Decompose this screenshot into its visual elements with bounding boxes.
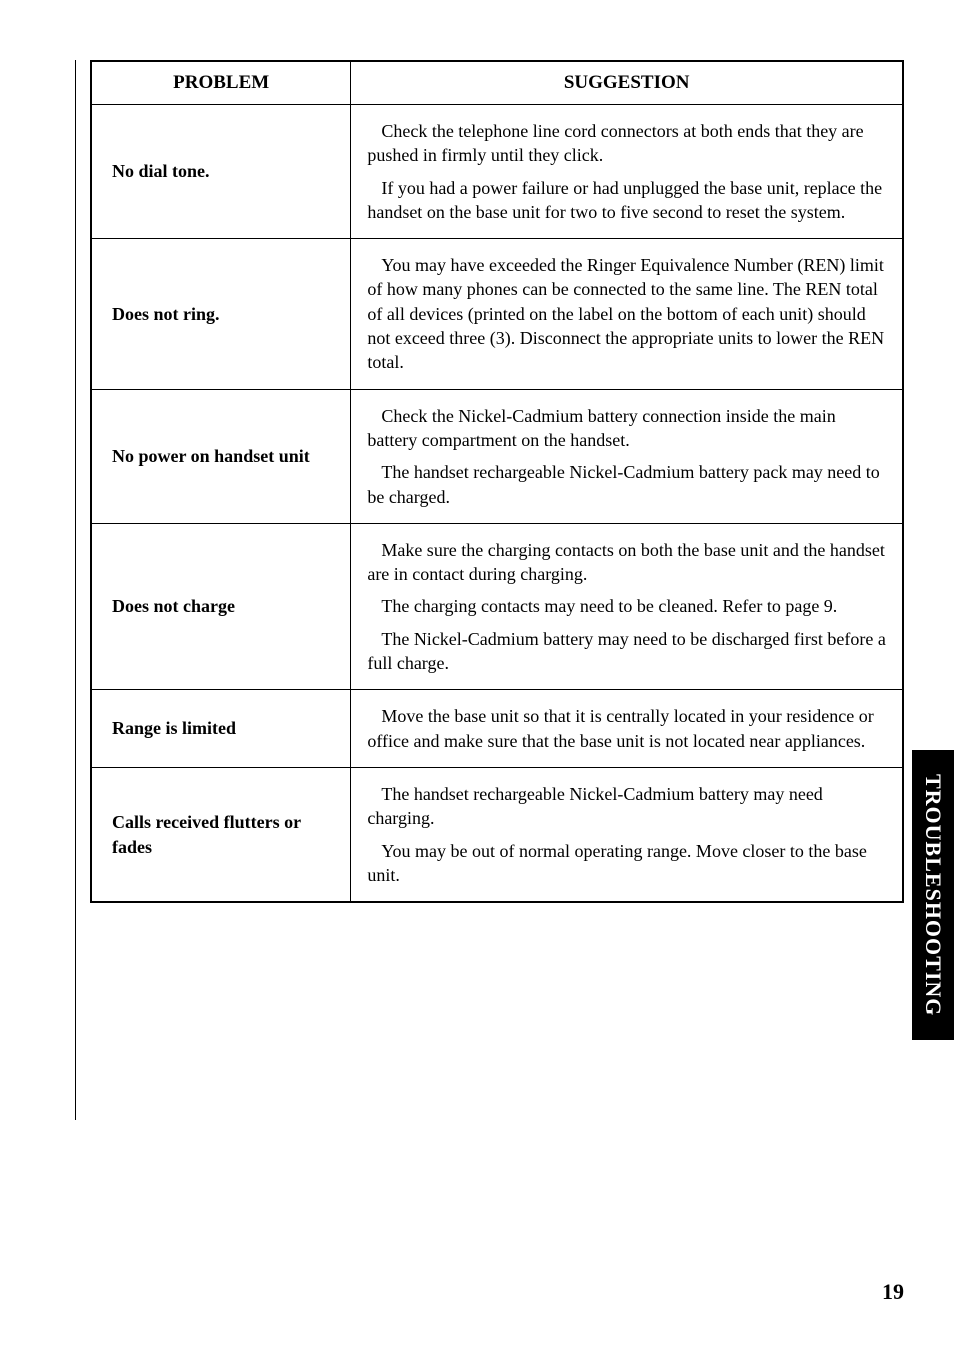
page-content: PROBLEM SUGGESTION No dial tone. Check th… — [0, 0, 954, 943]
header-suggestion: SUGGESTION — [351, 61, 903, 105]
suggestion-text: You may be out of normal operating range… — [367, 839, 886, 888]
section-tab-label: TROUBLESHOOTING — [920, 774, 946, 1016]
suggestion-text: Make sure the charging contacts on both … — [367, 538, 886, 587]
suggestion-text: The charging contacts may need to be cle… — [367, 594, 886, 618]
header-problem: PROBLEM — [91, 61, 351, 105]
suggestion-cell: Make sure the charging contacts on both … — [351, 523, 903, 689]
suggestion-text: You may have exceeded the Ringer Equival… — [367, 253, 886, 374]
suggestion-text: If you had a power failure or had unplug… — [367, 176, 886, 225]
table-row: No dial tone. Check the telephone line co… — [91, 105, 903, 239]
page-number: 19 — [882, 1279, 904, 1305]
table-row: Calls received flutters or fades The hand… — [91, 767, 903, 902]
suggestion-cell: Check the telephone line cord connectors… — [351, 105, 903, 239]
table-body: No dial tone. Check the telephone line co… — [91, 105, 903, 903]
table-row: No power on handset unit Check the Nickel… — [91, 389, 903, 523]
suggestion-text: Check the Nickel-Cadmium battery connect… — [367, 404, 886, 453]
problem-cell: Does not ring. — [91, 239, 351, 389]
suggestion-cell: Move the base unit so that it is central… — [351, 690, 903, 768]
suggestion-cell: You may have exceeded the Ringer Equival… — [351, 239, 903, 389]
suggestion-text: The Nickel-Cadmium battery may need to b… — [367, 627, 886, 676]
problem-cell: No power on handset unit — [91, 389, 351, 523]
problem-cell: Does not charge — [91, 523, 351, 689]
section-tab: TROUBLESHOOTING — [912, 750, 954, 1040]
table-row: Does not ring.You may have exceeded the … — [91, 239, 903, 389]
suggestion-cell: Check the Nickel-Cadmium battery connect… — [351, 389, 903, 523]
suggestion-text: The handset rechargeable Nickel-Cadmium … — [367, 782, 886, 831]
troubleshoot-table: PROBLEM SUGGESTION No dial tone. Check th… — [90, 60, 904, 903]
table-header-row: PROBLEM SUGGESTION — [91, 61, 903, 105]
left-margin-rule — [75, 60, 76, 1120]
suggestion-text: Check the telephone line cord connectors… — [367, 119, 886, 168]
suggestion-text: The handset rechargeable Nickel-Cadmium … — [367, 460, 886, 509]
problem-cell: Range is limited — [91, 690, 351, 768]
problem-cell: Calls received flutters or fades — [91, 767, 351, 902]
problem-cell: No dial tone. — [91, 105, 351, 239]
table-row: Does not charge Make sure the charging co… — [91, 523, 903, 689]
table-row: Range is limited Move the base unit so th… — [91, 690, 903, 768]
suggestion-text: Move the base unit so that it is central… — [367, 704, 886, 753]
suggestion-cell: The handset rechargeable Nickel-Cadmium … — [351, 767, 903, 902]
